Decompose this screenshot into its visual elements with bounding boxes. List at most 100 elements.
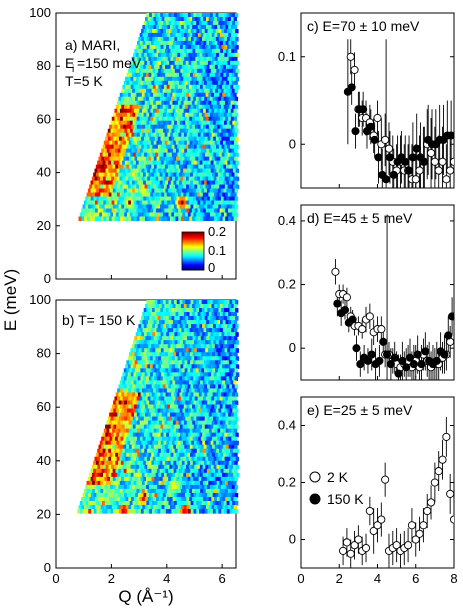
heatmap-cell bbox=[202, 440, 206, 446]
heatmap-cell bbox=[220, 476, 225, 482]
heatmap-cell bbox=[136, 168, 140, 174]
heatmap-cell bbox=[156, 172, 161, 178]
heatmap-cell bbox=[231, 368, 236, 373]
heatmap-cell bbox=[188, 92, 193, 98]
heatmap-cell bbox=[109, 505, 113, 510]
heatmap-cell bbox=[167, 404, 171, 410]
heatmap-cell bbox=[138, 448, 143, 454]
heatmap-cell bbox=[152, 448, 156, 454]
heatmap-cell bbox=[195, 436, 199, 442]
heatmap-cell bbox=[92, 216, 96, 222]
heatmap-cell bbox=[196, 20, 200, 26]
heatmap-cell bbox=[172, 184, 176, 190]
heatmap-cell bbox=[202, 472, 207, 478]
heatmap-cell bbox=[118, 460, 122, 466]
heatmap-cell bbox=[178, 436, 183, 442]
heatmap-cell bbox=[201, 88, 205, 94]
data-layer bbox=[331, 214, 454, 380]
heatmap-cell bbox=[224, 440, 228, 446]
heatmap-cell bbox=[163, 324, 167, 329]
heatmap-cell bbox=[166, 168, 170, 174]
heatmap-cell bbox=[198, 180, 202, 186]
colorbar-segment bbox=[182, 238, 204, 241]
heatmap-cell bbox=[149, 308, 153, 313]
heatmap-cell bbox=[170, 420, 174, 426]
heatmap-cell bbox=[164, 420, 168, 426]
heatmap-cell bbox=[104, 476, 108, 482]
heatmap-cell bbox=[182, 392, 186, 398]
heatmap-cell bbox=[163, 136, 167, 142]
heatmap-cell bbox=[195, 188, 200, 194]
heatmap-cell bbox=[212, 156, 216, 162]
heatmap-cell bbox=[178, 164, 183, 170]
heatmap-cell bbox=[105, 160, 109, 166]
heatmap-cell bbox=[114, 108, 118, 114]
heatmap-cell bbox=[179, 172, 183, 178]
heatmap-cell bbox=[223, 360, 227, 365]
heatmap-cell bbox=[102, 456, 107, 462]
heatmap-cell bbox=[164, 344, 169, 349]
heatmap-cell bbox=[148, 188, 153, 194]
heatmap-cell bbox=[122, 388, 126, 394]
heatmap-cell bbox=[169, 396, 174, 402]
heatmap-cell bbox=[147, 404, 152, 410]
shared-y-axis-label: E (meV) bbox=[1, 269, 20, 331]
heatmap-cell bbox=[210, 509, 214, 514]
heatmap-cell bbox=[188, 364, 193, 369]
heatmap-cell bbox=[142, 24, 146, 30]
heatmap-cell bbox=[171, 340, 176, 345]
heatmap-cell bbox=[128, 404, 132, 410]
heatmap-cell bbox=[146, 384, 150, 390]
heatmap-cell bbox=[230, 480, 234, 486]
heatmap-cell bbox=[230, 200, 234, 206]
heatmap-cell bbox=[227, 456, 231, 462]
heatmap-cell bbox=[96, 212, 100, 218]
heatmap-cell bbox=[195, 476, 200, 482]
heatmap-cell bbox=[153, 304, 157, 309]
heatmap-cell bbox=[192, 312, 196, 317]
heatmap-cell bbox=[228, 368, 233, 373]
heatmap-cell bbox=[152, 192, 157, 198]
heatmap-cell bbox=[163, 372, 168, 377]
heatmap-cell bbox=[197, 428, 202, 434]
heatmap-cell bbox=[159, 96, 164, 102]
heatmap-cell bbox=[156, 80, 161, 86]
heatmap-cell bbox=[182, 212, 186, 218]
heatmap-cell bbox=[195, 88, 200, 94]
heatmap-cell bbox=[124, 408, 128, 414]
heatmap-cell bbox=[172, 388, 176, 394]
heatmap-cell bbox=[127, 464, 132, 470]
heatmap-cell bbox=[171, 440, 176, 446]
heatmap-cell bbox=[188, 44, 192, 50]
heatmap-cell bbox=[191, 76, 195, 82]
heatmap-cell bbox=[156, 304, 160, 309]
heatmap-cell bbox=[173, 468, 177, 474]
heatmap-cell bbox=[130, 448, 134, 454]
heatmap-cell bbox=[158, 312, 163, 317]
heatmap-cell bbox=[227, 472, 232, 478]
heatmap-cell bbox=[108, 160, 112, 166]
heatmap-cell bbox=[124, 152, 129, 158]
heatmap-cell bbox=[225, 444, 230, 450]
heatmap-cell bbox=[181, 460, 186, 466]
heatmap-cell bbox=[220, 436, 224, 442]
heatmap-cell bbox=[163, 144, 167, 150]
heatmap-cell bbox=[189, 124, 193, 130]
heatmap-cell bbox=[211, 200, 215, 206]
heatmap-cell bbox=[93, 212, 98, 218]
heatmap-cell bbox=[165, 316, 170, 321]
heatmap-cell bbox=[129, 509, 134, 514]
heatmap-cell bbox=[159, 196, 164, 202]
colorbar-segment bbox=[182, 243, 204, 246]
heatmap-cell bbox=[219, 496, 224, 502]
heatmap-cell bbox=[188, 448, 192, 454]
heatmap-cell bbox=[176, 156, 180, 162]
heatmap-cell bbox=[153, 56, 158, 62]
heatmap-cell bbox=[158, 124, 163, 130]
heatmap-cell bbox=[192, 48, 196, 54]
heatmap-cell bbox=[186, 505, 190, 510]
heatmap-cell bbox=[205, 16, 210, 22]
heatmap-cell bbox=[176, 400, 181, 406]
heatmap-cell bbox=[168, 384, 172, 390]
heatmap-cell bbox=[207, 348, 212, 353]
